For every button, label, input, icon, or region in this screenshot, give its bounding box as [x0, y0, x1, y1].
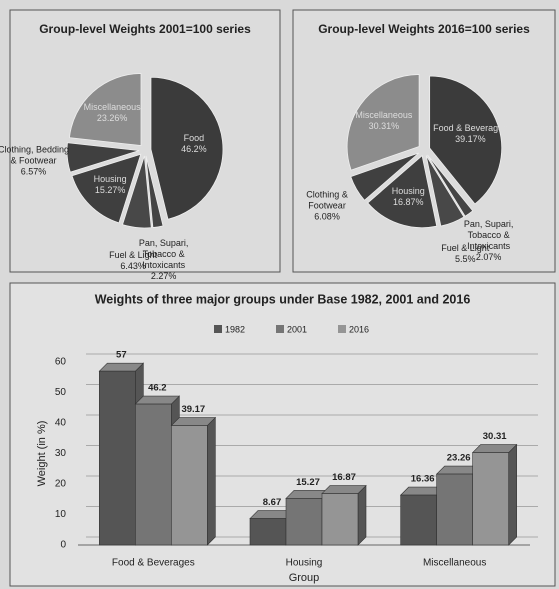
- slice-category: Food: [183, 133, 205, 144]
- slice-label: Housing 16.87%: [369, 186, 447, 208]
- x-tick-label: Miscellaneous: [423, 558, 486, 569]
- pie-slice: [145, 155, 164, 229]
- bar: [249, 518, 287, 546]
- slice-value: 46.2%: [181, 144, 207, 155]
- slice-label: Miscellaneous 23.26%: [73, 102, 151, 124]
- slice-value: 6.43%: [120, 261, 146, 272]
- pie-slice: [367, 154, 438, 229]
- slice-label: Pan, Supari, Tobacco & Intoxicants 2.07%: [450, 219, 528, 263]
- y-tick-label: 50: [55, 387, 67, 398]
- slice-category: Food & Beverages: [433, 122, 508, 133]
- pie-slice: [66, 142, 140, 173]
- slice-value: 2.07%: [475, 252, 502, 263]
- y-tick-label: 0: [60, 540, 66, 551]
- pie-slice: [71, 153, 142, 224]
- bar-top: [170, 417, 217, 426]
- bar-side: [357, 484, 367, 546]
- bar: [472, 452, 509, 546]
- slice-label: Housing 15.27%: [71, 174, 149, 196]
- slice-category: Pan, Supari, Tobacco & Intoxicants: [463, 219, 514, 252]
- slice-value: 23.26%: [96, 113, 128, 124]
- slice-label: Miscellaneous 30.31%: [345, 110, 423, 132]
- chart-title: Group-level Weights 2001=100 series: [39, 22, 251, 36]
- pie-slice: [150, 76, 224, 220]
- slice-label: Clothing, Bedding & Footwear 6.57%: [0, 144, 73, 177]
- pie-slice: [346, 74, 420, 171]
- slice-label: Food & Beverages 39.17%: [431, 123, 509, 145]
- pie-slice: [425, 155, 465, 227]
- slice-label: Fuel & Light 5.5%: [426, 243, 504, 265]
- data-label: 57: [116, 350, 127, 361]
- slice-value: 5.5%: [455, 254, 476, 265]
- bar-top: [321, 485, 367, 494]
- slice-value: 6.57%: [20, 166, 47, 177]
- legend-label: 2016: [349, 324, 369, 334]
- bar-top: [134, 395, 181, 405]
- slice-label: Pan, Supari, Tobacco & Intoxicants 2.27%: [125, 238, 203, 282]
- legend-label: 2001: [287, 324, 307, 334]
- pie-panel: [9, 9, 281, 273]
- slice-category: Miscellaneous: [355, 110, 413, 121]
- legend-label: 1982: [225, 324, 245, 334]
- pie-slice: [429, 75, 503, 205]
- slice-label: Clothing & Footwear 6.08%: [288, 190, 366, 223]
- pie-slice: [427, 154, 474, 217]
- slice-value: 39.17%: [455, 133, 486, 144]
- slice-value: 6.08%: [314, 211, 340, 222]
- bar: [171, 425, 208, 546]
- x-tick-label: Food & Beverages: [112, 558, 195, 569]
- bar-side: [207, 416, 216, 546]
- y-tick-label: 10: [55, 509, 67, 520]
- data-label: 30.31: [483, 431, 507, 442]
- pie-slice: [350, 152, 420, 201]
- data-label: 16.36: [411, 474, 435, 485]
- y-axis-label: Weight (in %): [36, 421, 48, 487]
- legend-swatch: [276, 325, 284, 333]
- slice-category: Pan, Supari, Tobacco & Intoxicants: [138, 238, 189, 271]
- slice-category: Miscellaneous: [83, 102, 141, 113]
- data-label: 23.26: [447, 453, 471, 464]
- data-label: 16.87: [332, 472, 356, 483]
- slice-category: Housing: [93, 173, 127, 184]
- slice-category: Clothing, Bedding & Footwear: [0, 144, 70, 166]
- slice-label: Fuel & Light 6.43%: [94, 250, 172, 272]
- pie-panel: [292, 9, 556, 273]
- slice-value: 15.27%: [94, 184, 126, 195]
- data-label: 46.2: [148, 383, 167, 394]
- slice-category: Clothing & Footwear: [306, 189, 348, 211]
- slice-category: Fuel & Light: [109, 250, 158, 261]
- legend-swatch: [338, 325, 346, 333]
- bar: [321, 493, 359, 546]
- bar: [285, 498, 323, 546]
- slice-value: 2.27%: [150, 271, 177, 282]
- pie-slice: [68, 73, 142, 146]
- bar-side: [508, 443, 517, 546]
- pie-slice: [122, 155, 152, 229]
- x-axis-label: Group: [289, 572, 320, 584]
- slice-label: Food 46.2%: [155, 133, 233, 155]
- chart-title: Group-level Weights 2016=100 series: [318, 22, 530, 36]
- data-label: 15.27: [296, 477, 320, 488]
- slice-value: 30.31%: [368, 121, 400, 132]
- y-tick-label: 30: [55, 448, 67, 459]
- slice-value: 16.87%: [393, 196, 424, 207]
- chart-title: Weights of three major groups under Base…: [95, 292, 471, 306]
- bar: [99, 370, 136, 546]
- bar: [436, 473, 473, 546]
- y-tick-label: 40: [55, 418, 67, 429]
- data-label: 39.17: [181, 404, 205, 415]
- data-label: 8.67: [263, 497, 282, 508]
- slice-category: Housing: [391, 185, 425, 196]
- y-tick-label: 20: [55, 479, 67, 490]
- y-tick-label: 60: [55, 357, 67, 368]
- bar: [135, 403, 172, 546]
- bar-top: [471, 444, 518, 453]
- slice-category: Fuel & Light: [441, 243, 490, 254]
- x-tick-label: Housing: [286, 558, 323, 569]
- legend-swatch: [214, 325, 222, 333]
- bar: [400, 494, 437, 546]
- bar-top: [98, 362, 145, 372]
